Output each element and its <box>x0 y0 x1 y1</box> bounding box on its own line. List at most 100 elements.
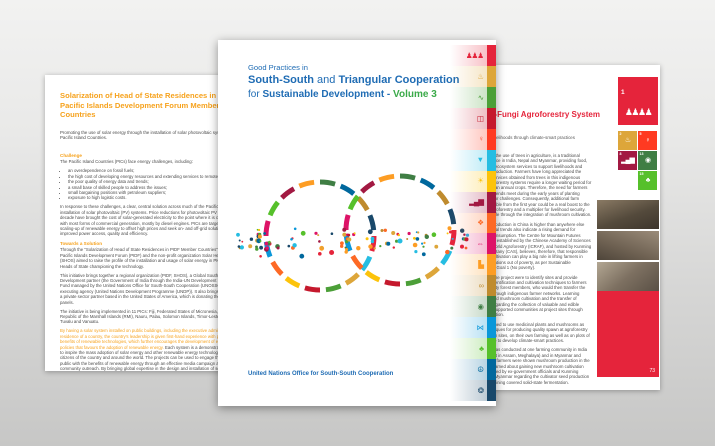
sustainable-cities-icon: ▙ <box>478 260 484 270</box>
body-paragraph: In response to these challenges, a clear… <box>60 204 243 237</box>
body-paragraph: The initiative is being implemented in 1… <box>60 308 235 325</box>
sdg13-badge: 13 ◉ <box>638 151 657 170</box>
photo-training-session <box>597 231 659 260</box>
sdg-color-bar <box>487 86 496 108</box>
sdg2-badge: 2 ♨ <box>618 131 637 150</box>
sdg-color-bar <box>487 296 496 318</box>
bullet-item: the high cost of developing energy resou… <box>68 174 244 179</box>
bullet-list: an overdependence on fossil fuels;the hi… <box>60 168 244 200</box>
sdg-strip-row-1: ♟♟♟ <box>450 45 496 66</box>
bullet-item: exposure to high logistic costs. <box>68 195 244 200</box>
sdg-color-bar <box>487 170 496 192</box>
right-page-subtitle: Enhancing livelihoods through climate-sm… <box>470 135 575 140</box>
body-paragraph: Through the "Solarization of Head of Sta… <box>60 247 243 269</box>
red-footer-block: 73 <box>597 291 659 377</box>
sdg-number: 5 <box>639 131 642 136</box>
responsible-consumption-icon: ∞ <box>478 281 484 291</box>
industry-innovation-icon: ❖ <box>477 218 484 228</box>
cover-title: Good Practices in South-South and Triang… <box>248 63 459 101</box>
sdg-strip-row-3: ∿ <box>450 86 496 108</box>
sdg-strip-row-2: ♨ <box>450 65 496 87</box>
sdg-icon-strip: ♟♟♟ ♨ ∿ ◫ ♀ ▼ ☀ ▂▄▆ ❖ ⇔ ▙ ∞ ◉ ⋈ ♣ ☮ ❂ <box>450 45 496 401</box>
sdg-color-bar <box>487 317 496 339</box>
sdg-strip-row-13: ◉ <box>450 296 496 318</box>
left-page-title: Solarization of Head of State Residences… <box>60 91 220 120</box>
sdg-grid-spacer <box>618 171 637 190</box>
bullet-item: the poor quality of energy data and tren… <box>68 179 244 184</box>
affordable-energy-icon: ☀ <box>477 176 484 186</box>
sdg-strip-row-12: ∞ <box>450 275 496 297</box>
sdg-number: 1 <box>621 89 625 96</box>
sdg-color-bar <box>487 65 496 87</box>
right-page-title: Forest-Fungi Agroforestry System <box>470 110 600 119</box>
peace-justice-icon: ☮ <box>477 364 484 374</box>
sdg-number: 13 <box>639 151 644 156</box>
page-number: 73 <box>649 368 655 374</box>
no-poverty-icon: ♟♟♟ <box>465 50 484 60</box>
sdg-strip-row-11: ▙ <box>450 254 496 276</box>
photo-field-group <box>597 262 659 291</box>
gender-equality-icon: ♀ <box>645 137 650 145</box>
cover-footer-publisher: United Nations Office for South-South Co… <box>248 371 394 377</box>
sdg-badge-grid: 2 ♨ 5 ♀ 8 ▂▄▆ 13 ◉ 15 ♣ <box>618 131 658 190</box>
section-heading: Towards a Solution <box>60 240 103 246</box>
clean-water-icon: ▼ <box>476 155 485 165</box>
sdg-strip-row-14: ⋈ <box>450 317 496 339</box>
sdg-number: 2 <box>619 131 622 136</box>
bullet-item: a small base of skilled people to addres… <box>68 185 244 190</box>
sdg-color-bar <box>487 128 496 150</box>
sdg-number: 15 <box>639 171 644 176</box>
gender-equality-icon: ♀ <box>478 134 484 144</box>
climate-action-icon: ◉ <box>477 301 483 311</box>
sdg-color-bar <box>487 275 496 297</box>
body-paragraph: Agroforestry, the use of trees in agricu… <box>470 153 592 218</box>
body-paragraph: The Pacific Island Countries (PICs) face… <box>60 159 193 165</box>
body-paragraph: Farmers learned to use medicinal plants … <box>470 321 590 343</box>
sdg-strip-row-5: ♀ <box>450 128 496 150</box>
cover-page: Good Practices in South-South and Triang… <box>218 40 496 406</box>
sdg-strip-row-9: ❖ <box>450 212 496 234</box>
sdg-strip-row-15: ♣ <box>450 338 496 360</box>
right-page-body: Agroforestry, the use of trees in agricu… <box>470 153 592 389</box>
sdg-strip-row-17: ❂ <box>450 380 496 401</box>
decent-work-icon: ▂▄▆ <box>621 157 635 165</box>
volume-label: Volume 3 <box>393 88 437 100</box>
body-text: Each system is a demonstration project t… <box>60 344 242 371</box>
sdg-color-bar <box>487 359 496 380</box>
sdg5-badge: 5 ♀ <box>638 131 657 150</box>
good-health-icon: ∿ <box>477 92 484 102</box>
zero-hunger-icon: ♨ <box>624 137 631 145</box>
section-heading: Challenge <box>60 153 82 158</box>
sdg-color-bar <box>487 233 496 255</box>
sdg-strip-row-7: ☀ <box>450 170 496 192</box>
climate-action-icon: ◉ <box>644 157 651 165</box>
sdg15-badge: 15 ♣ <box>638 171 657 190</box>
no-poverty-icon: ♟♟♟♟ <box>624 107 653 117</box>
sdg-color-bar <box>487 45 496 66</box>
bullet-item: small bargaining positions with petroleu… <box>68 190 244 195</box>
zero-hunger-icon: ♨ <box>477 71 484 81</box>
sdg-strip-row-6: ▼ <box>450 149 496 171</box>
body-paragraph: Mushroom production in China is higher t… <box>470 221 592 271</box>
sdg-strip-row-10: ⇔ <box>450 233 496 255</box>
cover-title-line3: for Sustainable Development - Volume 3 <box>248 88 437 100</box>
sdg-venn-diagram <box>236 173 470 293</box>
sdg-strip-row-4: ◫ <box>450 107 496 129</box>
cover-title-line1: Good Practices in <box>248 63 308 72</box>
life-on-land-icon: ♣ <box>645 177 651 185</box>
sdg-color-bar <box>487 338 496 360</box>
sdg-color-bar <box>487 380 496 401</box>
sdg-color-bar <box>487 149 496 171</box>
life-below-water-icon: ⋈ <box>476 322 484 332</box>
sdg1-no-poverty-badge: 1 ♟♟♟♟ <box>618 77 658 125</box>
life-on-land-icon: ♣ <box>479 343 484 353</box>
body-paragraph-highlighted: By having a solar system installed on pu… <box>60 328 244 371</box>
sdg8-badge: 8 ▂▄▆ <box>618 151 637 170</box>
cover-title-line2: South-South and Triangular Cooperation <box>248 74 460 87</box>
sdg-strip-row-8: ▂▄▆ <box>450 191 496 213</box>
quality-education-icon: ◫ <box>476 113 484 123</box>
photo-column <box>597 200 659 293</box>
sdg-color-bar <box>487 107 496 129</box>
highlight-text: By having a solar system installed on pu… <box>60 328 235 350</box>
